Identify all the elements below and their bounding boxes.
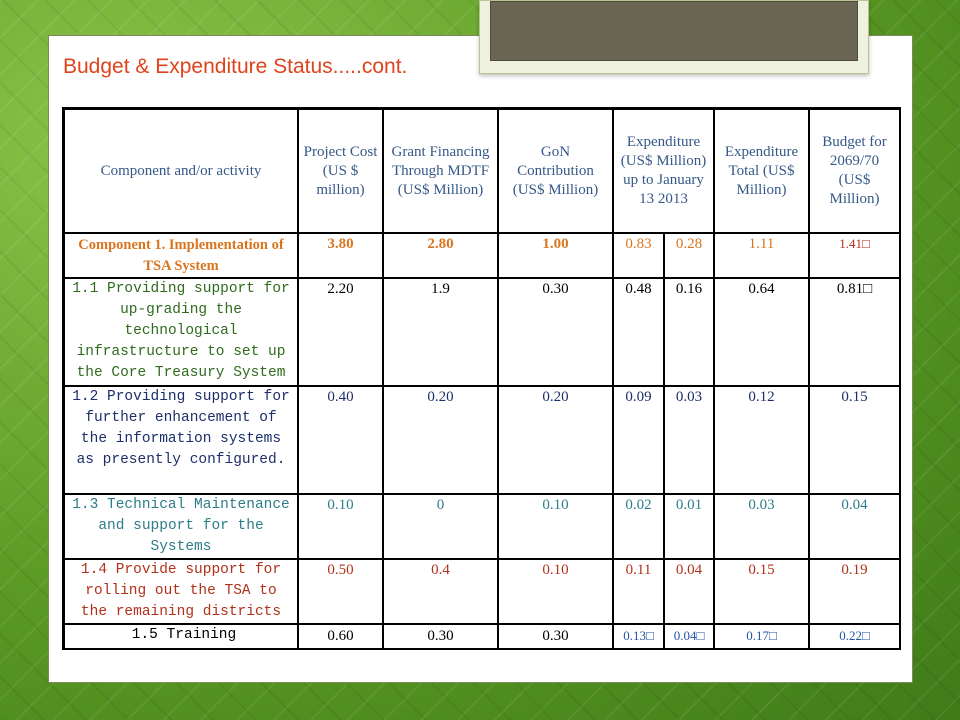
expenditure-b-cell: 0.28 [665,234,716,279]
header-row: Component and/or activity Project Cost (… [65,110,902,234]
budget-cell: 0.81□ [810,279,902,387]
expenditure-b-cell: 0.16 [665,279,716,387]
activity-cell: 1.2 Providing support for further enhanc… [65,387,299,495]
budget-cell: 1.41□ [810,234,902,279]
table-row: Component 1. Implementation of TSA Syste… [65,234,902,279]
table-row: 1.1 Providing support for up-grading the… [65,279,902,387]
grant-cell: 1.9 [384,279,499,387]
expenditure-a-cell: 0.83 [614,234,665,279]
project-cost-cell: 0.50 [299,560,384,625]
table-row: 1.5 Training 0.60 0.30 0.30 0.13□ 0.04□ … [65,625,902,650]
gon-cell: 0.10 [499,495,614,560]
grant-cell: 0.20 [384,387,499,495]
grant-cell: 0 [384,495,499,560]
gon-cell: 0.30 [499,625,614,650]
table-row: 1.4 Provide support for rolling out the … [65,560,902,625]
activity-cell: Component 1. Implementation of TSA Syste… [65,234,299,279]
gon-cell: 0.10 [499,560,614,625]
expenditure-a-cell: 0.02 [614,495,665,560]
activity-cell: 1.3 Technical Maintenance and support fo… [65,495,299,560]
activity-cell: 1.4 Provide support for rolling out the … [65,560,299,625]
photo-placeholder [490,1,858,61]
header-budget: Budget for 2069/70 (US$ Million) [810,110,902,234]
header-component: Component and/or activity [65,110,299,234]
slide-title: Budget & Expenditure Status.....cont. [63,55,408,78]
expenditure-a-cell: 0.48 [614,279,665,387]
expenditure-total-cell: 0.64 [715,279,811,387]
expenditure-a-cell: 0.09 [614,387,665,495]
budget-cell: 0.19 [810,560,902,625]
grant-cell: 0.30 [384,625,499,650]
budget-cell: 0.15 [810,387,902,495]
activity-cell: 1.5 Training [65,625,299,650]
activity-cell: 1.1 Providing support for up-grading the… [65,279,299,387]
gon-cell: 0.30 [499,279,614,387]
expenditure-total-cell: 1.11 [715,234,811,279]
header-gon: GoN Contribution (US$ Million) [499,110,614,234]
table-row: 1.3 Technical Maintenance and support fo… [65,495,902,560]
expenditure-b-cell: 0.01 [665,495,716,560]
header-grant: Grant Financing Through MDTF (US$ Millio… [384,110,499,234]
expenditure-a-cell: 0.11 [614,560,665,625]
budget-cell: 0.22□ [810,625,902,650]
header-project-cost: Project Cost (US $ million) [299,110,384,234]
table-row: 1.2 Providing support for further enhanc… [65,387,902,495]
header-expenditure-total: Expenditure Total (US$ Million) [715,110,811,234]
expenditure-b-cell: 0.04□ [665,625,716,650]
expenditure-b-cell: 0.03 [665,387,716,495]
project-cost-cell: 0.40 [299,387,384,495]
project-cost-cell: 3.80 [299,234,384,279]
project-cost-cell: 2.20 [299,279,384,387]
expenditure-total-cell: 0.15 [715,560,811,625]
expenditure-total-cell: 0.17□ [715,625,811,650]
project-cost-cell: 0.10 [299,495,384,560]
slide-panel [48,35,913,683]
photo-placeholder-frame [479,0,869,74]
budget-table: Component and/or activity Project Cost (… [62,107,902,650]
expenditure-a-cell: 0.13□ [614,625,665,650]
expenditure-b-cell: 0.04 [665,560,716,625]
grant-cell: 2.80 [384,234,499,279]
expenditure-total-cell: 0.03 [715,495,811,560]
expenditure-total-cell: 0.12 [715,387,811,495]
budget-cell: 0.04 [810,495,902,560]
grant-cell: 0.4 [384,560,499,625]
header-expenditure: Expenditure (US$ Million) up to January … [614,110,716,234]
gon-cell: 0.20 [499,387,614,495]
gon-cell: 1.00 [499,234,614,279]
project-cost-cell: 0.60 [299,625,384,650]
